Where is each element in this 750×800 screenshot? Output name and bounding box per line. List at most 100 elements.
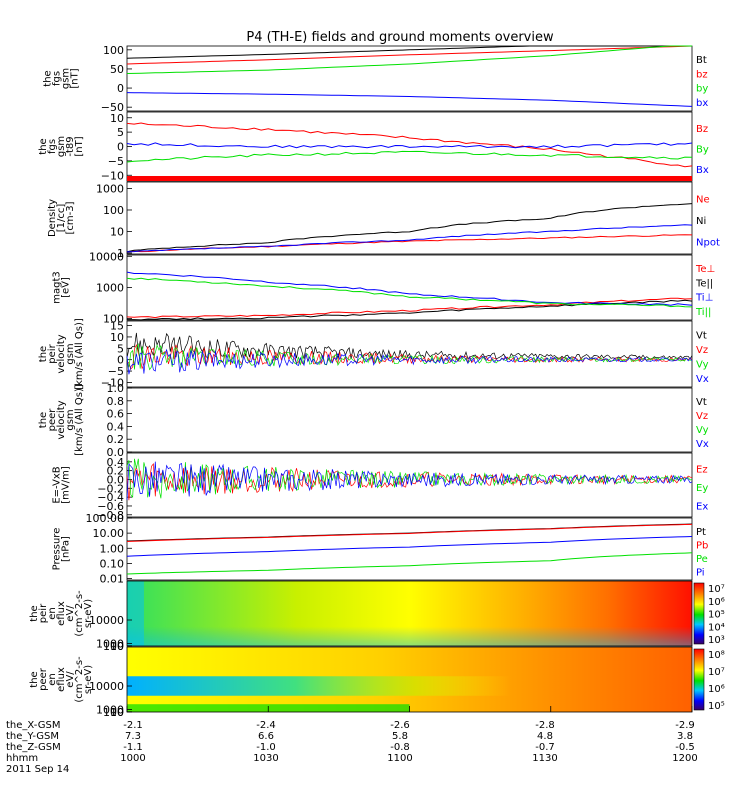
panel-peer-velocity: 1.00.80.60.40.20.0 thepeervelocitygsm[km/…	[38, 382, 709, 459]
y-axis-label: [nT]	[74, 136, 85, 156]
legend-Ti||: Ti||	[695, 307, 711, 318]
y-tick-label: 1000	[96, 281, 124, 294]
legend-By: By	[696, 145, 709, 156]
panel-frame	[126, 452, 693, 518]
y-tick-label: 0.10	[100, 557, 125, 570]
y-axis-label: (cm^2-s-	[74, 590, 85, 637]
y-axis-label: the	[43, 70, 54, 86]
series-line-Bz	[126, 122, 693, 168]
spectrogram-edge	[127, 581, 144, 646]
y-tick-label: −50	[101, 101, 124, 114]
spectrogram-overlay	[127, 581, 692, 646]
legend-Vx: Vx	[696, 439, 709, 450]
ephem-t-3: 1130	[532, 753, 557, 764]
y-axis-label: gsm	[56, 136, 67, 157]
y-tick-label: 0.0	[107, 446, 125, 459]
y-axis-label: E=-VxB	[52, 466, 63, 503]
y-tick-label: 100	[103, 706, 124, 719]
series-line-Pb	[126, 523, 693, 542]
y-tick-label: −0.2	[97, 482, 124, 495]
y-tick-label: 100	[103, 204, 124, 217]
ephemeris-block: the_X-GSM the_Y-GSM the_Z-GSM hhmm 2011 …	[6, 720, 698, 775]
series-line-Pe	[126, 552, 693, 575]
legend-Pe: Pe	[696, 554, 708, 565]
series-line-Ni	[126, 203, 693, 253]
series-line-Vz	[127, 343, 693, 370]
y-axis-label: eflux	[56, 601, 67, 626]
y-tick-label: 1.00	[100, 542, 125, 555]
colorbar	[693, 648, 705, 711]
y-tick-label: 0.2	[107, 433, 125, 446]
legend-Ex: Ex	[696, 502, 708, 513]
ephem-date: 2011 Sep 14	[6, 764, 69, 775]
y-tick-label: 15	[110, 320, 124, 333]
spectrogram-band	[127, 676, 608, 696]
y-tick-label: 10	[110, 331, 124, 344]
panel-frame	[126, 517, 693, 581]
y-tick-label: 1	[117, 247, 124, 260]
y-tick-label: 0.0	[107, 473, 125, 486]
y-axis-label: (cm^2-s-	[74, 656, 85, 703]
panel-pressure: 100.00 10.00 1.00 0.10 0.01 Pressure[nPa] Pt Pb…	[52, 512, 709, 586]
panel-frame	[126, 181, 693, 255]
legend-Bx: Bx	[696, 165, 709, 176]
y-axis-label: gsm	[65, 343, 76, 364]
legend-bz: bz	[696, 69, 708, 80]
y-tick-label: 100	[103, 640, 124, 653]
y-tick-label: 0	[117, 82, 124, 95]
y-tick-label: 1000	[96, 637, 124, 650]
y-axis-label: gsm	[61, 68, 72, 89]
panel-frame	[126, 254, 693, 321]
panel-efield: 0.40.20.0−0.2−0.4−0.6−0.8 E=-VxB[mV/m] Ez E…	[52, 452, 708, 522]
y-axis-label: sr-eV)	[83, 665, 94, 694]
y-axis-label: [eV]	[61, 277, 72, 298]
series-line-Ne	[126, 234, 693, 253]
series-line-Ti||	[126, 277, 693, 308]
y-axis-label: sr-eV)	[83, 599, 94, 628]
ephem-y-2: 5.8	[392, 731, 408, 742]
y-tick-label: 1000	[96, 182, 124, 195]
y-tick-label: 0.2	[107, 465, 125, 478]
y-axis-label: velocity	[56, 400, 67, 439]
series-line-Bx	[126, 142, 693, 149]
y-tick-label: 10000	[89, 250, 124, 263]
ephem-t-4: 1200	[672, 753, 697, 764]
colorbar-label: 10⁷	[708, 584, 725, 595]
y-tick-label: 10	[110, 112, 124, 125]
y-axis-label: [mV/m]	[61, 466, 72, 504]
y-axis-label: fgs	[47, 139, 58, 154]
legend-Vy: Vy	[696, 359, 709, 370]
colorbar	[693, 582, 705, 645]
colorbar-label: 10⁷	[708, 667, 725, 678]
legend-Vz: Vz	[696, 411, 708, 422]
legend-Vt: Vt	[696, 330, 707, 341]
y-axis-label: [nT]	[70, 68, 81, 88]
legend-Ez: Ez	[696, 464, 708, 475]
ephem-x-1: -2.4	[256, 720, 276, 731]
y-axis-label: the	[38, 346, 49, 362]
legend-Vt: Vt	[696, 397, 707, 408]
y-tick-label: −5	[108, 365, 124, 378]
series-line-Te⊥	[126, 297, 693, 319]
ephem-t-1: 1030	[253, 753, 278, 764]
y-axis-label: [km/s (All Qs)]	[74, 318, 85, 390]
y-tick-label: −5	[108, 155, 124, 168]
ephem-t-2: 1100	[387, 753, 412, 764]
y-axis-label: en	[47, 673, 58, 686]
y-axis-label: fgs	[52, 71, 63, 86]
y-axis-label: gsm	[65, 409, 76, 430]
y-tick-label: −0.6	[97, 500, 124, 513]
y-tick-label: −0.4	[97, 491, 124, 504]
y-axis-label: [1/cc]	[56, 204, 67, 233]
ephem-x-4: -2.9	[675, 720, 695, 731]
y-axis-label: -t89	[65, 136, 76, 156]
ephem-label-z: the_Z-GSM	[6, 742, 61, 753]
y-axis-label: eflux	[56, 667, 67, 692]
legend-Npot: Npot	[696, 237, 720, 248]
panels-group: 100500−50thefgsgsm[nT]Btbzbybx1050−5−10t…	[29, 44, 725, 719]
ephem-x-3: -2.8	[535, 720, 555, 731]
ephem-z-1: -1.0	[256, 742, 276, 753]
y-axis-label: magt3	[52, 271, 63, 304]
y-axis-label: eV/	[65, 671, 76, 688]
